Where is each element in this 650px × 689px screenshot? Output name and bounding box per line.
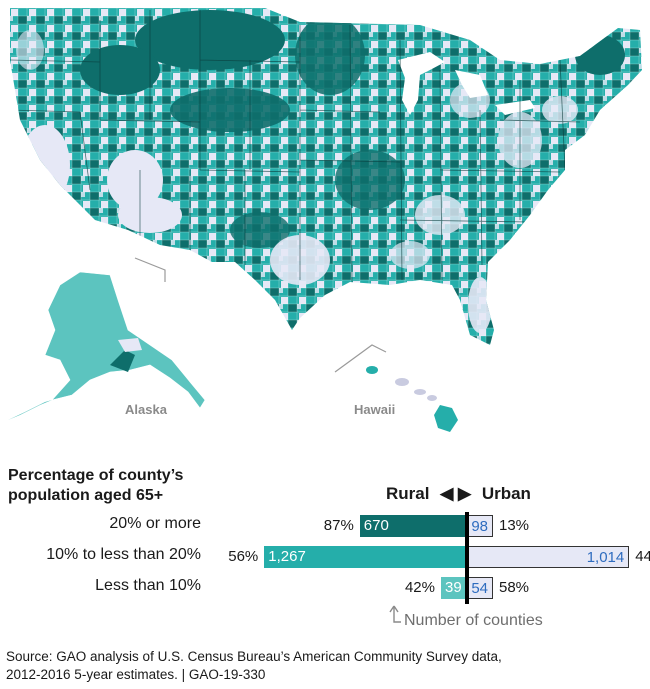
state-borders xyxy=(10,10,581,286)
category-label: 10% to less than 20% xyxy=(46,546,201,563)
low-region xyxy=(415,195,465,235)
hawaii-map xyxy=(366,366,458,432)
rural-urban-header: Rural ◀ ▶ Urban xyxy=(386,484,531,504)
alaska-peninsula xyxy=(8,400,52,420)
low-region xyxy=(16,30,44,70)
hawaii-inset-line xyxy=(334,344,387,373)
legend-title-line: Percentage of county’s xyxy=(8,467,184,484)
urban-percent-label: 13% xyxy=(499,517,530,534)
source-line: 2012-2016 5-year estimates. | GAO-19-330 xyxy=(6,667,266,682)
urban-label: Urban xyxy=(481,484,531,503)
low-region xyxy=(390,241,430,269)
legend-title-line: population aged 65+ xyxy=(8,487,164,504)
high-region xyxy=(335,150,405,210)
high-region xyxy=(575,35,625,75)
urban-percent-label: 58% xyxy=(499,579,530,596)
up-arrow-icon xyxy=(389,605,401,623)
rural-bar: 1,267 xyxy=(264,546,467,568)
rural-percent-label: 42% xyxy=(404,579,435,596)
hawaii-island xyxy=(395,378,409,386)
high-region xyxy=(170,88,290,132)
hawaii-island xyxy=(427,395,437,401)
hawaii-big-island xyxy=(434,405,458,432)
source-note: Source: GAO analysis of U.S. Census Bure… xyxy=(6,648,646,684)
note-number-of-counties: Number of counties xyxy=(404,612,543,629)
urban-bar: 54 xyxy=(467,577,493,599)
high-region xyxy=(295,15,365,95)
source-line: Source: GAO analysis of U.S. Census Bure… xyxy=(6,649,502,664)
high-region xyxy=(135,10,285,70)
rural-percent-label: 56% xyxy=(228,548,259,565)
rural-bar: 670 xyxy=(359,515,467,537)
urban-bar: 1,014 xyxy=(467,546,630,568)
urban-percent-label: 44% xyxy=(635,548,650,565)
category-label: Less than 10% xyxy=(95,577,201,594)
high-region xyxy=(80,45,160,95)
legend-title: Percentage of county’s population aged 6… xyxy=(8,466,183,506)
great-lakes xyxy=(398,52,535,115)
hawaii-island xyxy=(366,366,378,374)
alaska-low-region xyxy=(118,338,142,352)
hawaii-island xyxy=(414,389,426,395)
note-connector xyxy=(389,605,401,623)
alaska-high-region xyxy=(110,350,135,372)
category-label: 20% or more xyxy=(109,515,201,532)
low-region xyxy=(118,197,182,233)
alaska-label: Alaska xyxy=(125,402,167,417)
direction-arrows: ◀ ▶ xyxy=(440,484,472,503)
us-county-map xyxy=(8,8,642,432)
rural-urban-divider xyxy=(465,512,469,604)
urban-bar: 98 xyxy=(467,515,493,537)
low-region xyxy=(542,96,578,124)
alaska-inset-line xyxy=(134,257,166,282)
hawaii-label: Hawaii xyxy=(354,402,396,417)
low-region xyxy=(107,150,163,210)
low-region xyxy=(20,125,70,205)
rural-label: Rural xyxy=(386,484,430,503)
rural-bar: 39 xyxy=(441,577,467,599)
low-region xyxy=(468,277,492,333)
contiguous-us xyxy=(10,8,642,345)
rural-percent-label: 87% xyxy=(323,517,354,534)
alaska-map xyxy=(8,271,206,420)
